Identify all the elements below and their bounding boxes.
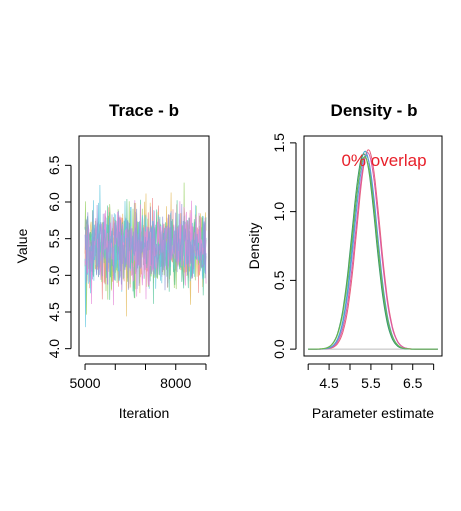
density-y-tick-label: 1.5	[271, 133, 287, 153]
density-x-label: Parameter estimate	[312, 405, 434, 421]
density-x-tick-label: 5.5	[361, 375, 381, 391]
density-series-3	[308, 150, 438, 350]
density-x-axis: 4.5 5.5 6.5	[307, 363, 435, 391]
trace-y-axis: 4.0 4.5 5.0 5.5 6.0 6.5	[46, 155, 72, 359]
density-series-4	[308, 153, 438, 350]
trace-series-group	[84, 182, 207, 328]
trace-x-axis: 5000 8000	[69, 363, 207, 391]
density-x-tick-label: 4.5	[319, 375, 339, 391]
density-panel: Density - b 4.5 5.5 6.5 0.0 0.5 1.0 1.5 0% ov…	[246, 101, 443, 421]
density-plot-frame	[303, 135, 443, 357]
trace-x-label: Iteration	[119, 405, 170, 421]
density-series-1	[308, 149, 438, 350]
density-y-label: Density	[246, 223, 262, 270]
trace-series-7	[84, 203, 207, 291]
density-y-tick-label: 0.0	[271, 339, 287, 359]
density-y-axis: 0.0 0.5 1.0 1.5	[271, 133, 297, 359]
trace-y-tick-label: 5.0	[46, 265, 62, 285]
overlap-annotation: 0% overlap	[341, 151, 426, 170]
trace-plot-frame	[78, 135, 210, 357]
trace-y-tick-label: 4.0	[46, 339, 62, 359]
density-y-tick-label: 0.5	[271, 270, 287, 290]
density-series-5	[308, 154, 438, 350]
trace-y-label: Value	[14, 228, 30, 263]
trace-title: Trace - b	[109, 101, 179, 120]
trace-y-tick-label: 6.5	[46, 155, 62, 175]
density-title: Density - b	[331, 101, 418, 120]
trace-x-tick-label: 8000	[160, 375, 191, 391]
trace-x-tick-label: 5000	[69, 375, 100, 391]
density-series-2	[308, 151, 438, 350]
trace-y-tick-label: 6.0	[46, 192, 62, 212]
density-y-tick-label: 1.0	[271, 202, 287, 222]
trace-y-tick-label: 4.5	[46, 302, 62, 322]
density-series-group	[308, 149, 438, 350]
density-x-tick-label: 6.5	[403, 375, 423, 391]
trace-panel: Trace - b 5000 8000 4.0 4.5 5.0 5.5 6.0 6.5 It…	[14, 101, 210, 421]
density-series-6	[308, 156, 438, 350]
trace-y-tick-label: 5.5	[46, 229, 62, 249]
